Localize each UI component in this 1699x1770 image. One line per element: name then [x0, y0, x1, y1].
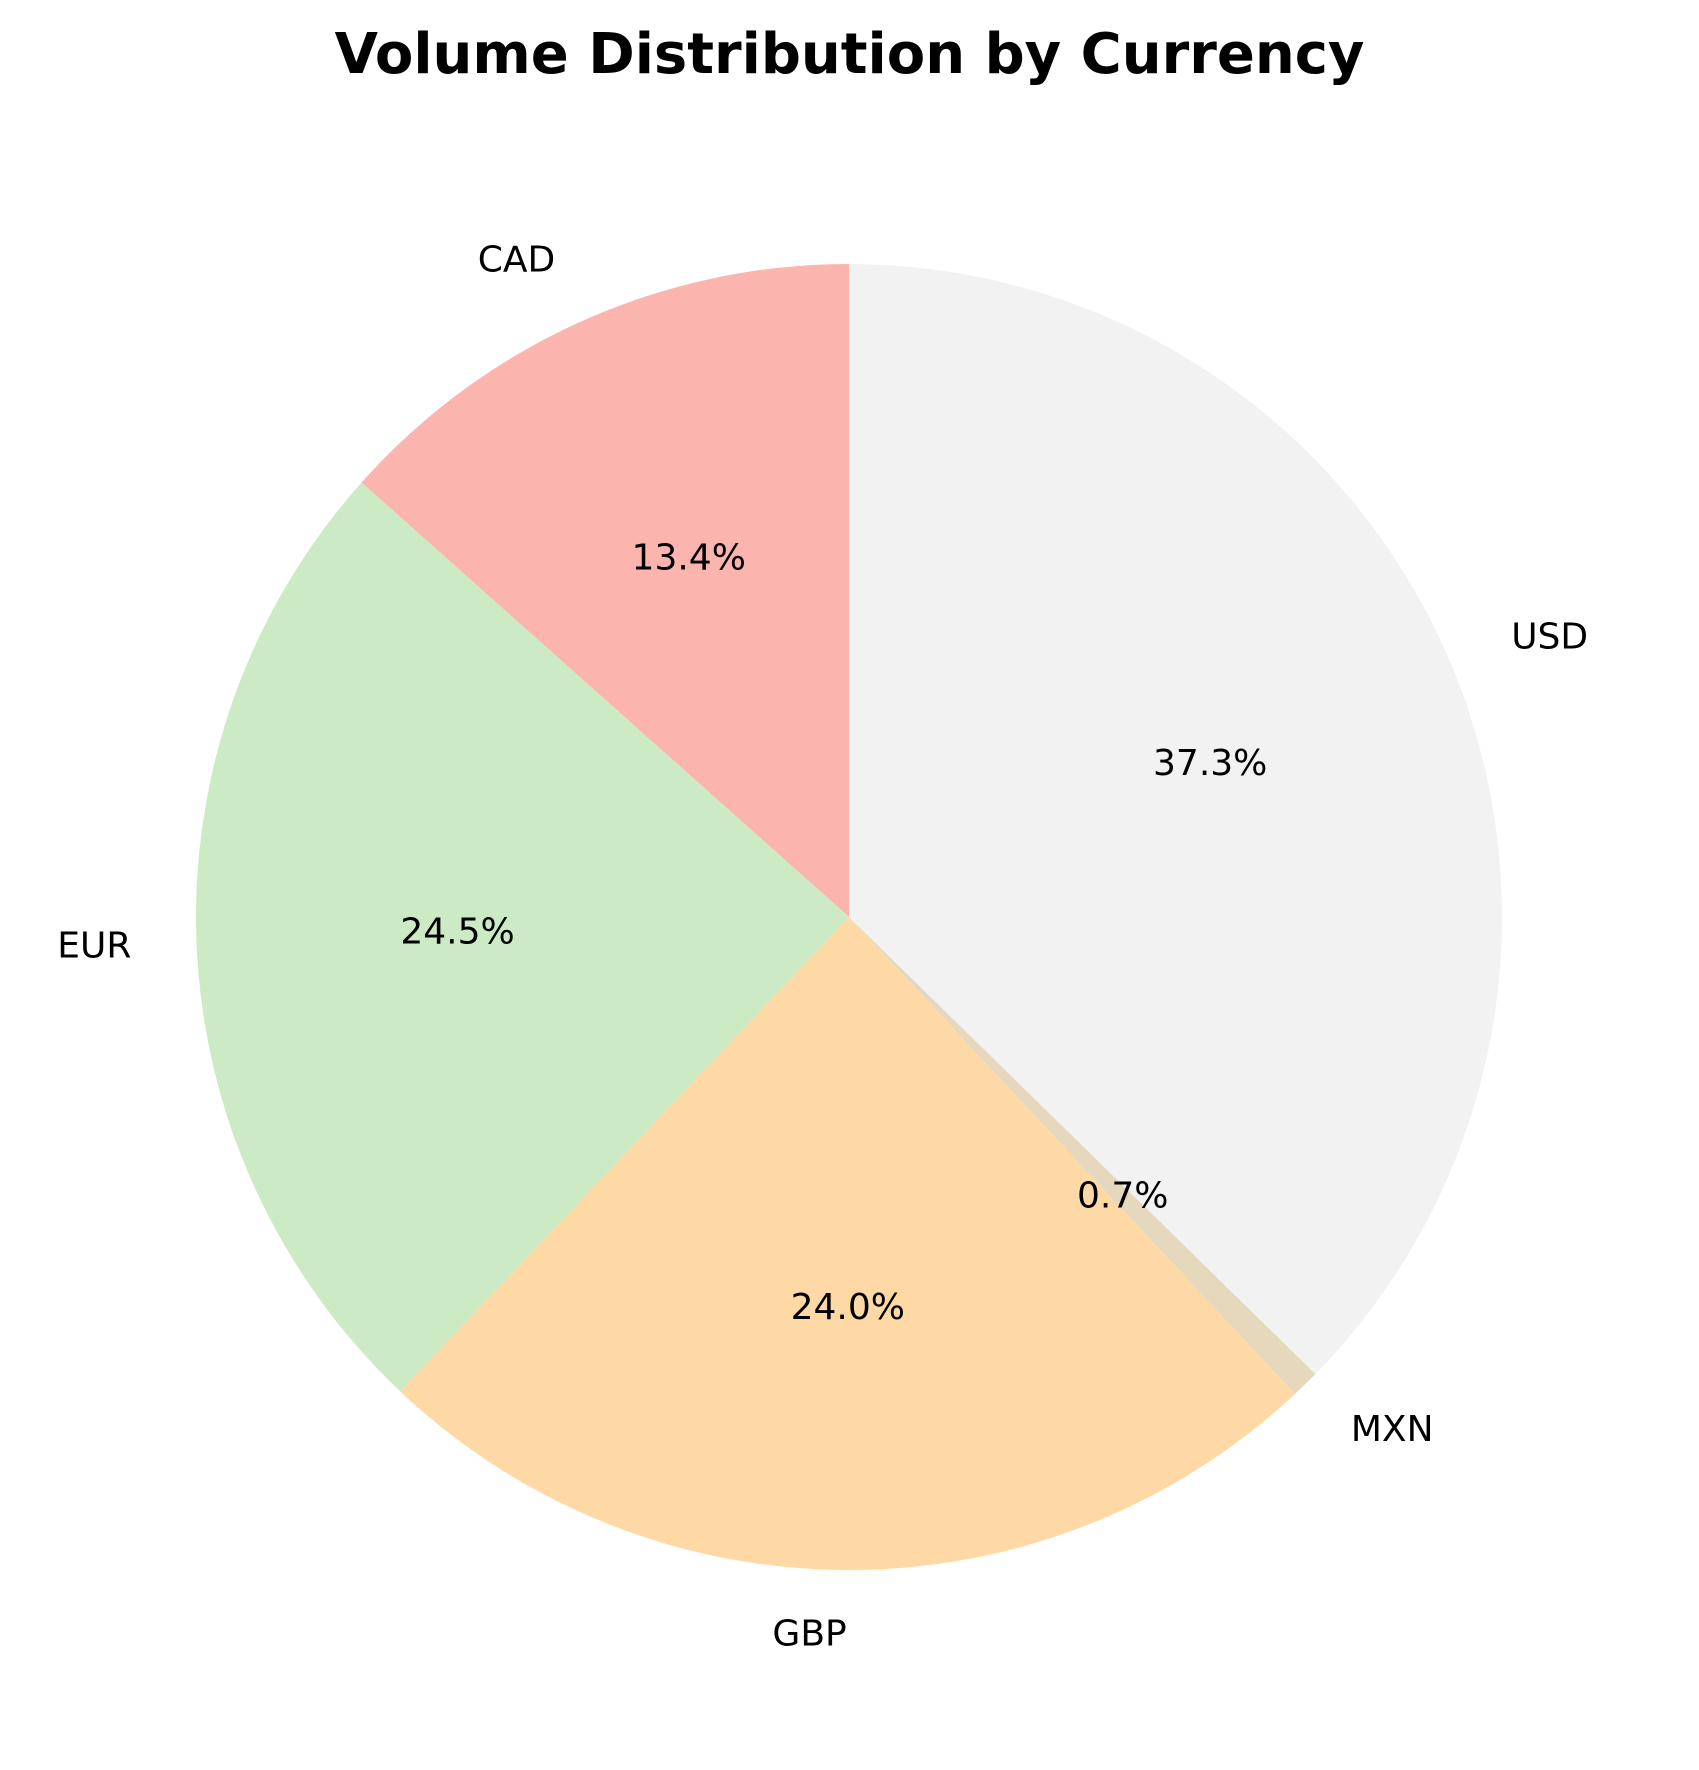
slice-percent-mxn: 0.7% — [1077, 1175, 1168, 1216]
pie-slice-cad — [361, 264, 849, 917]
pie-slice-usd — [849, 264, 1503, 1374]
pie-slice-eur — [196, 482, 850, 1392]
pie-labels: CAD 13.4% EUR 24.5% GBP 24.0% MXN 0.7% USD 37.3% — [57, 240, 1588, 1655]
slice-percent-cad: 13.4% — [632, 537, 746, 578]
slice-label-cad: CAD — [478, 240, 555, 281]
pie-slice-gbp — [400, 917, 1295, 1570]
slice-percent-usd: 37.3% — [1153, 743, 1267, 784]
slice-percent-eur: 24.5% — [400, 912, 514, 953]
pie-slice-mxn — [849, 917, 1316, 1395]
slice-percent-gbp: 24.0% — [791, 1287, 905, 1328]
slice-label-gbp: GBP — [772, 1613, 846, 1654]
slice-label-eur: EUR — [57, 925, 131, 966]
chart-title: Volume Distribution by Currency — [335, 22, 1365, 87]
slice-label-usd: USD — [1511, 617, 1588, 658]
slice-label-mxn: MXN — [1351, 1409, 1434, 1450]
pie-slices — [196, 264, 1503, 1570]
